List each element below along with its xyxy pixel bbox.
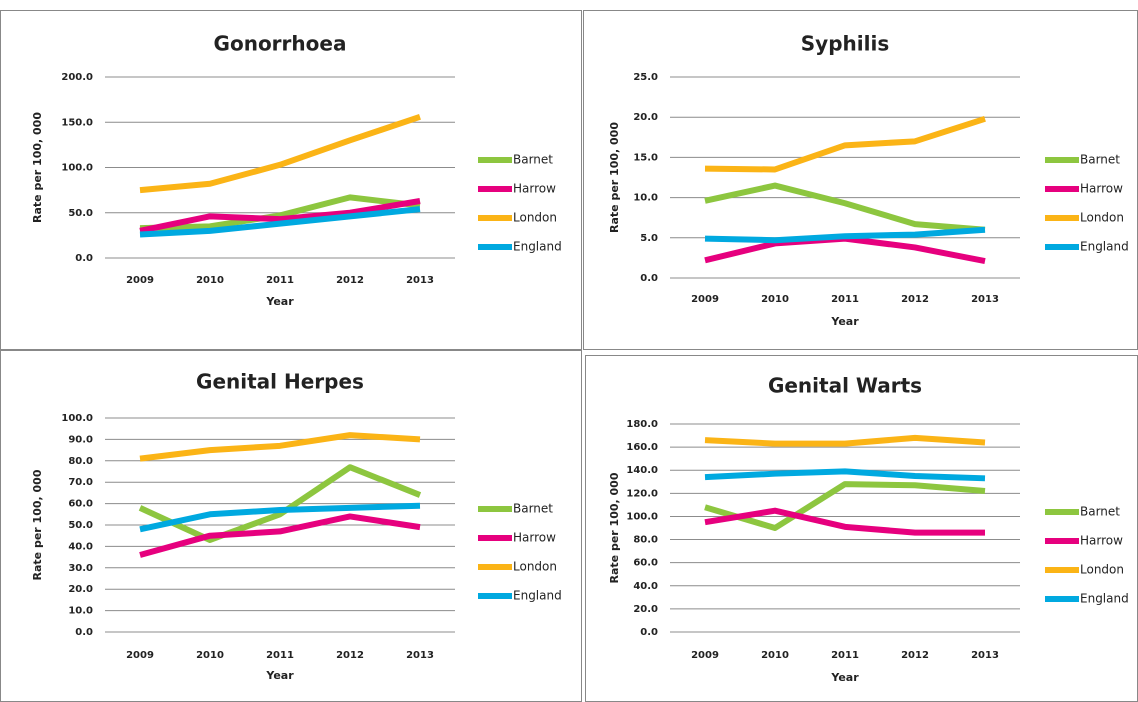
legend-label: London	[513, 211, 557, 225]
series-line	[704, 226, 986, 244]
chart-title: Syphilis	[801, 32, 889, 56]
series-line	[704, 434, 986, 447]
y-tick-label: 0.0	[75, 253, 93, 264]
legend-label: Harrow	[513, 531, 556, 545]
series-line	[704, 182, 986, 233]
legend-label: Harrow	[1080, 534, 1123, 548]
y-tick-label: 40.0	[633, 581, 658, 592]
x-tick-label: 2013	[971, 294, 999, 305]
legend-label: England	[513, 589, 562, 603]
y-tick-label: 20.0	[633, 112, 658, 123]
y-tick-label: 5.0	[640, 233, 658, 244]
y-tick-label: 50.0	[68, 520, 93, 531]
x-tick-label: 2011	[266, 650, 294, 661]
y-tick-label: 160.0	[626, 442, 658, 453]
y-tick-label: 80.0	[633, 535, 658, 546]
x-tick-label: 2012	[901, 294, 929, 305]
legend-label: England	[513, 240, 562, 254]
y-tick-label: 20.0	[633, 604, 658, 615]
y-tick-label: 60.0	[68, 499, 93, 510]
y-tick-label: 40.0	[68, 541, 93, 552]
x-tick-label: 2013	[406, 650, 434, 661]
x-tick-label: 2009	[126, 275, 154, 286]
legend-label: Harrow	[513, 182, 556, 196]
y-tick-label: 100.0	[61, 413, 93, 424]
y-tick-label: 180.0	[626, 419, 658, 430]
y-tick-label: 100.0	[626, 511, 658, 522]
y-tick-label: 50.0	[68, 208, 93, 219]
y-tick-label: 20.0	[68, 584, 93, 595]
x-tick-label: 2012	[336, 650, 364, 661]
series-line	[139, 113, 421, 194]
legend-label: Barnet	[513, 153, 553, 167]
x-tick-label: 2010	[196, 275, 224, 286]
x-tick-label: 2012	[336, 275, 364, 286]
x-axis-label: Year	[265, 669, 294, 682]
y-tick-label: 0.0	[640, 627, 658, 638]
x-tick-label: 2012	[901, 650, 929, 661]
legend-label: England	[1080, 240, 1129, 254]
y-axis-label: Rate per 100, 000	[608, 472, 621, 583]
y-tick-label: 80.0	[68, 456, 93, 467]
x-tick-label: 2013	[971, 650, 999, 661]
y-tick-label: 0.0	[640, 273, 658, 284]
series-line	[704, 481, 986, 531]
y-axis-label: Rate per 100, 000	[31, 112, 44, 223]
y-tick-label: 120.0	[626, 488, 658, 499]
x-tick-label: 2009	[691, 650, 719, 661]
x-tick-label: 2009	[691, 294, 719, 305]
series-line	[704, 115, 986, 173]
y-tick-label: 60.0	[633, 558, 658, 569]
x-tick-label: 2009	[126, 650, 154, 661]
x-tick-label: 2010	[761, 294, 789, 305]
x-axis-label: Year	[830, 671, 859, 684]
x-tick-label: 2010	[196, 650, 224, 661]
y-tick-label: 30.0	[68, 563, 93, 574]
series-line	[139, 194, 421, 232]
series-line	[139, 206, 421, 238]
series-line	[139, 513, 421, 558]
y-tick-label: 200.0	[61, 72, 93, 83]
y-axis-label: Rate per 100, 000	[31, 469, 44, 580]
chart-title: Genital Warts	[768, 374, 922, 398]
x-tick-label: 2013	[406, 275, 434, 286]
series-line	[139, 198, 421, 234]
series-line	[704, 468, 986, 482]
series-line	[139, 502, 421, 533]
chart-title: Genital Herpes	[196, 370, 364, 394]
y-tick-label: 100.0	[61, 163, 93, 174]
legend-label: Harrow	[1080, 182, 1123, 196]
y-tick-label: 140.0	[626, 465, 658, 476]
y-tick-label: 0.0	[75, 627, 93, 638]
legend-label: Barnet	[1080, 505, 1120, 519]
x-axis-label: Year	[830, 315, 859, 328]
legend-label: England	[1080, 592, 1129, 606]
legend-label: London	[1080, 563, 1124, 577]
x-tick-label: 2011	[266, 275, 294, 286]
y-tick-label: 15.0	[633, 152, 658, 163]
y-axis-label: Rate per 100, 000	[608, 122, 621, 233]
y-tick-label: 70.0	[68, 477, 93, 488]
y-tick-label: 25.0	[633, 72, 658, 83]
series-line	[138, 464, 422, 543]
legend-label: London	[513, 560, 557, 574]
y-tick-label: 150.0	[61, 117, 93, 128]
series-line	[139, 432, 421, 462]
y-tick-label: 10.0	[633, 193, 658, 204]
panel-border	[0, 10, 582, 350]
legend-label: Barnet	[1080, 153, 1120, 167]
y-tick-label: 90.0	[68, 434, 93, 445]
legend-label: Barnet	[513, 502, 553, 516]
series-line	[704, 507, 985, 536]
x-tick-label: 2011	[831, 650, 859, 661]
x-axis-label: Year	[265, 295, 294, 308]
x-tick-label: 2011	[831, 294, 859, 305]
panel-border	[583, 10, 1138, 350]
y-tick-label: 10.0	[68, 606, 93, 617]
x-tick-label: 2010	[761, 650, 789, 661]
legend-label: London	[1080, 211, 1124, 225]
chart-title: Gonorrhoea	[214, 32, 347, 56]
